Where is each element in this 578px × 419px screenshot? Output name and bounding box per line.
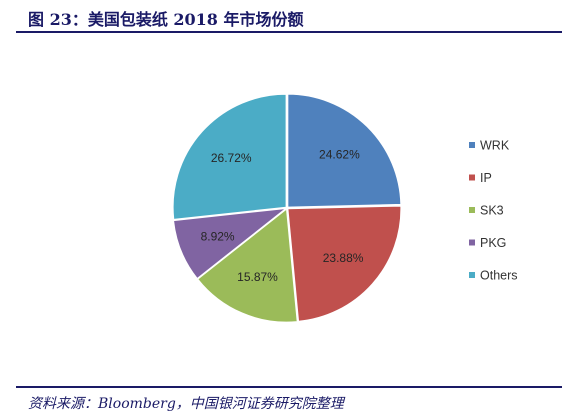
pie-label-ip: 23.88%: [323, 251, 364, 265]
legend-label-ip: IP: [480, 171, 492, 185]
pie-slice-sk3: [197, 208, 298, 323]
legend-swatch-others: [469, 272, 475, 278]
legend-swatch-ip: [469, 174, 475, 181]
chart-legend: WRK IP SK3 PKG Others: [469, 139, 518, 283]
pie-slice-ip: [287, 205, 402, 322]
chart-title: 图 23：美国包装纸 2018 年市场份额: [28, 10, 304, 29]
legend-label-others: Others: [480, 269, 518, 283]
pie-slice-pkg: [172, 207, 288, 280]
pie-label-wrk: 24.62%: [319, 147, 360, 161]
pie-label-others: 26.72%: [211, 151, 252, 165]
pie-chart: 24.62% 23.88% 15.87% 8.92% 26.72% WRK IP SK3 PK…: [172, 93, 518, 323]
legend-label-wrk: WRK: [480, 139, 510, 153]
source-note: 资料来源：Bloomberg，中国银河证券研究院整理: [28, 396, 344, 412]
legend-label-pkg: PKG: [480, 236, 506, 250]
pie-slice-wrk: [287, 93, 402, 208]
pie-label-pkg: 8.92%: [201, 229, 235, 243]
chart-area: 24.62% 23.88% 15.87% 8.92% 26.72% WRK IP SK3 PK…: [0, 36, 578, 381]
legend-swatch-pkg: [469, 239, 475, 246]
footer-divider: [16, 386, 562, 388]
pie-label-sk3: 15.87%: [237, 270, 278, 284]
legend-swatch-wrk: [469, 142, 475, 148]
legend-label-sk3: SK3: [480, 204, 504, 218]
pie-data-labels: 24.62% 23.88% 15.87% 8.92% 26.72%: [201, 147, 364, 284]
pie-slice-others: [172, 93, 287, 220]
title-divider: [16, 31, 562, 33]
legend-swatch-sk3: [469, 207, 475, 213]
pie-slices: [172, 93, 402, 323]
